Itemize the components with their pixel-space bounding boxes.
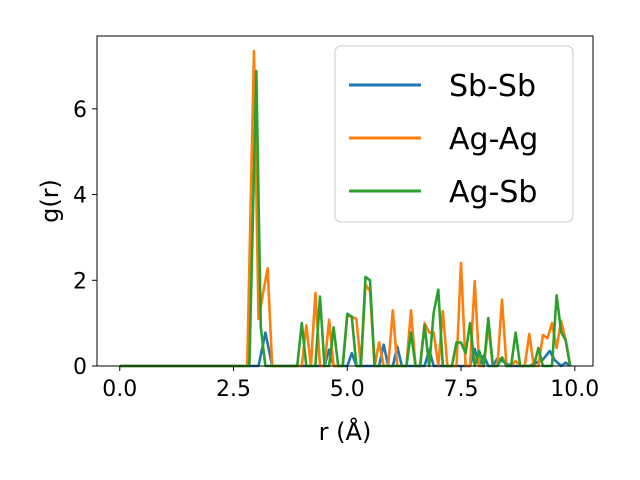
x-tick-label: 5.0 [330, 377, 365, 402]
legend-label-sb-sb: Sb-Sb [449, 69, 536, 104]
y-tick-label: 4 [73, 184, 87, 209]
y-tick-label: 2 [73, 269, 87, 294]
x-tick-label: 7.5 [444, 377, 479, 402]
ticks-layer: 0.0 2.5 5.0 7.5 10.0 0 2 4 6 [73, 98, 599, 402]
y-axis-label: g(r) [36, 179, 64, 223]
x-axis-label: r (Å) [319, 417, 372, 446]
x-tick-label: 10.0 [550, 377, 599, 402]
y-tick-label: 0 [73, 355, 87, 380]
y-tick-label: 6 [73, 98, 87, 123]
legend-label-ag-ag: Ag-Ag [449, 122, 538, 157]
x-tick-label: 0.0 [102, 377, 137, 402]
legend: Sb-Sb Ag-Ag Ag-Sb [334, 45, 574, 223]
plot-area-frame [96, 35, 594, 367]
legend-label-ag-sb: Ag-Sb [449, 175, 537, 210]
x-tick-label: 2.5 [216, 377, 251, 402]
legend-box [334, 45, 574, 223]
